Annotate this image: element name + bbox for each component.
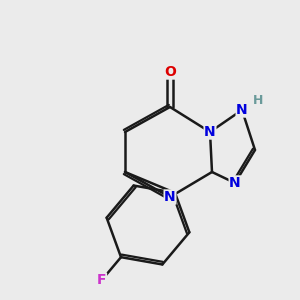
Text: N: N — [164, 190, 176, 204]
Text: N: N — [236, 103, 248, 117]
Text: N: N — [229, 176, 241, 190]
Text: F: F — [97, 273, 106, 287]
Text: O: O — [164, 65, 176, 79]
Text: H: H — [253, 94, 264, 107]
Text: N: N — [204, 125, 216, 139]
